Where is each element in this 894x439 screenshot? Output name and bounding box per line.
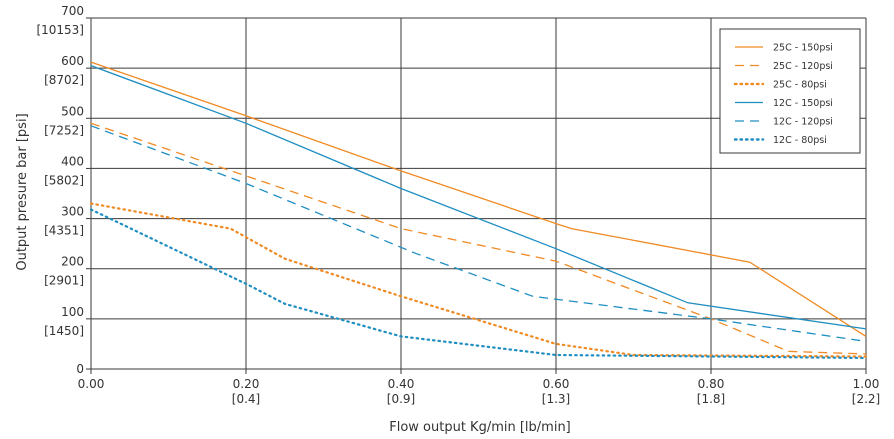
y-tick-label: 300 xyxy=(61,205,84,219)
y-tick-label: 500 xyxy=(61,104,84,118)
series-line-2 xyxy=(89,202,868,358)
legend-label: 12C - 120psi xyxy=(773,117,833,128)
x-axis-label: Flow output Kg/min [lb/min] xyxy=(389,420,571,435)
series-line-1 xyxy=(90,122,867,355)
x-tick-sublabel: [1.3] xyxy=(542,392,570,406)
y-tick-sublabel: [4351] xyxy=(44,224,84,238)
x-tick-sublabel: [2.2] xyxy=(852,392,880,406)
y-tick-label: 600 xyxy=(61,54,84,68)
x-tick-label: 0.00 xyxy=(78,377,105,391)
y-tick-label: 100 xyxy=(61,305,84,319)
x-tick-label: 0.80 xyxy=(698,377,725,391)
x-tick-sublabel: [0.9] xyxy=(387,392,415,406)
series-line-4 xyxy=(90,125,867,343)
y-tick-sublabel: [7252] xyxy=(44,123,84,137)
y-tick-label: 700 xyxy=(61,4,84,18)
y-tick-label: 400 xyxy=(61,154,84,168)
series-line-3 xyxy=(90,64,867,330)
series-layer xyxy=(89,61,868,360)
legend-label: 12C - 80psi xyxy=(773,135,827,146)
x-tick-label: 1.00 xyxy=(853,377,880,391)
y-tick-sublabel: [2901] xyxy=(44,274,84,288)
y-tick-sublabel: [8702] xyxy=(44,73,84,87)
x-tick-label: 0.60 xyxy=(543,377,570,391)
y-tick-sublabel: [5802] xyxy=(44,173,84,187)
x-tick-sublabel: [1.8] xyxy=(697,392,725,406)
tick-layer: 0 100 [1450] 200 [2901] 300 [4351] 400 [5802] 500… xyxy=(36,4,880,406)
legend-label: 25C - 120psi xyxy=(773,61,833,72)
series-line-0 xyxy=(90,61,867,337)
y-tick-sublabel: [1450] xyxy=(44,324,84,338)
x-tick-sublabel: [0.4] xyxy=(232,392,260,406)
y-tick-label: 200 xyxy=(61,255,84,269)
y-axis-label: Output presure bar [psi] xyxy=(15,113,30,270)
x-tick-label: 0.40 xyxy=(388,377,415,391)
series-line-5 xyxy=(89,208,868,360)
legend-label: 25C - 150psi xyxy=(773,43,833,54)
x-tick-label: 0.20 xyxy=(233,377,260,391)
legend: 25C - 150psi 25C - 120psi 25C - 80psi 12C -… xyxy=(719,28,861,154)
legend-box xyxy=(719,28,861,154)
legend-label: 25C - 80psi xyxy=(773,80,827,91)
y-tick-label: 0 xyxy=(76,362,84,376)
y-tick-sublabel: [10153] xyxy=(36,23,84,37)
legend-label: 12C - 150psi xyxy=(773,98,833,109)
